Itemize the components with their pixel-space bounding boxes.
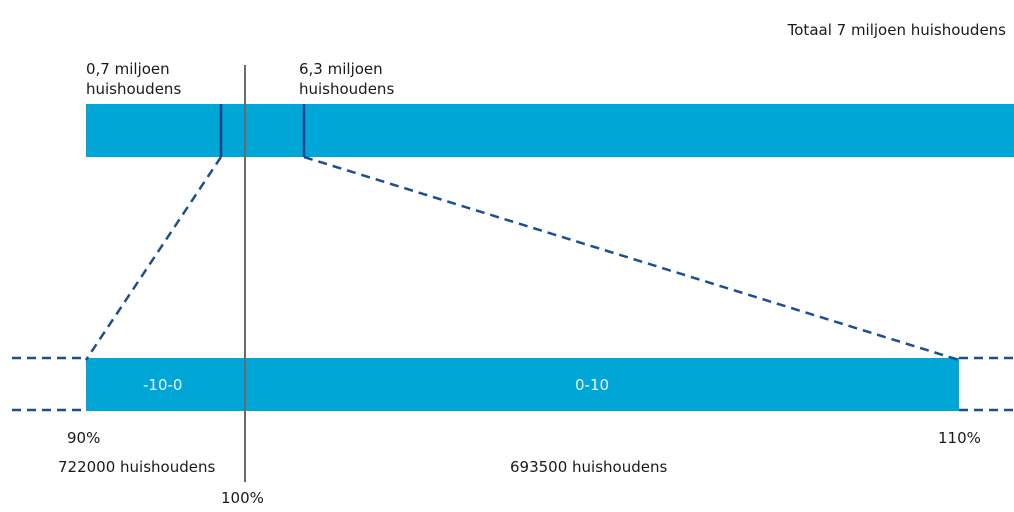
- right-group-label: 6,3 miljoen huishoudens: [299, 60, 395, 98]
- range-bar: [86, 358, 959, 411]
- right-count-label: 693500 huishoudens: [510, 458, 668, 476]
- total-households-bar: [86, 104, 1014, 157]
- segment-right-label: 0-10: [575, 376, 610, 394]
- scale-90-label: 90%: [67, 429, 101, 447]
- right-connector-dashed: [303, 155, 960, 362]
- segment-left-label: -10-0: [143, 376, 183, 394]
- total-label: Totaal 7 miljoen huishoudens: [787, 21, 1006, 39]
- left-connector-dashed: [84, 156, 223, 361]
- left-group-label: 0,7 miljoen huishoudens: [86, 60, 182, 98]
- scale-100-label: 100%: [221, 489, 264, 507]
- left-count-label: 722000 huishoudens: [58, 458, 216, 476]
- scale-110-label: 110%: [938, 429, 981, 447]
